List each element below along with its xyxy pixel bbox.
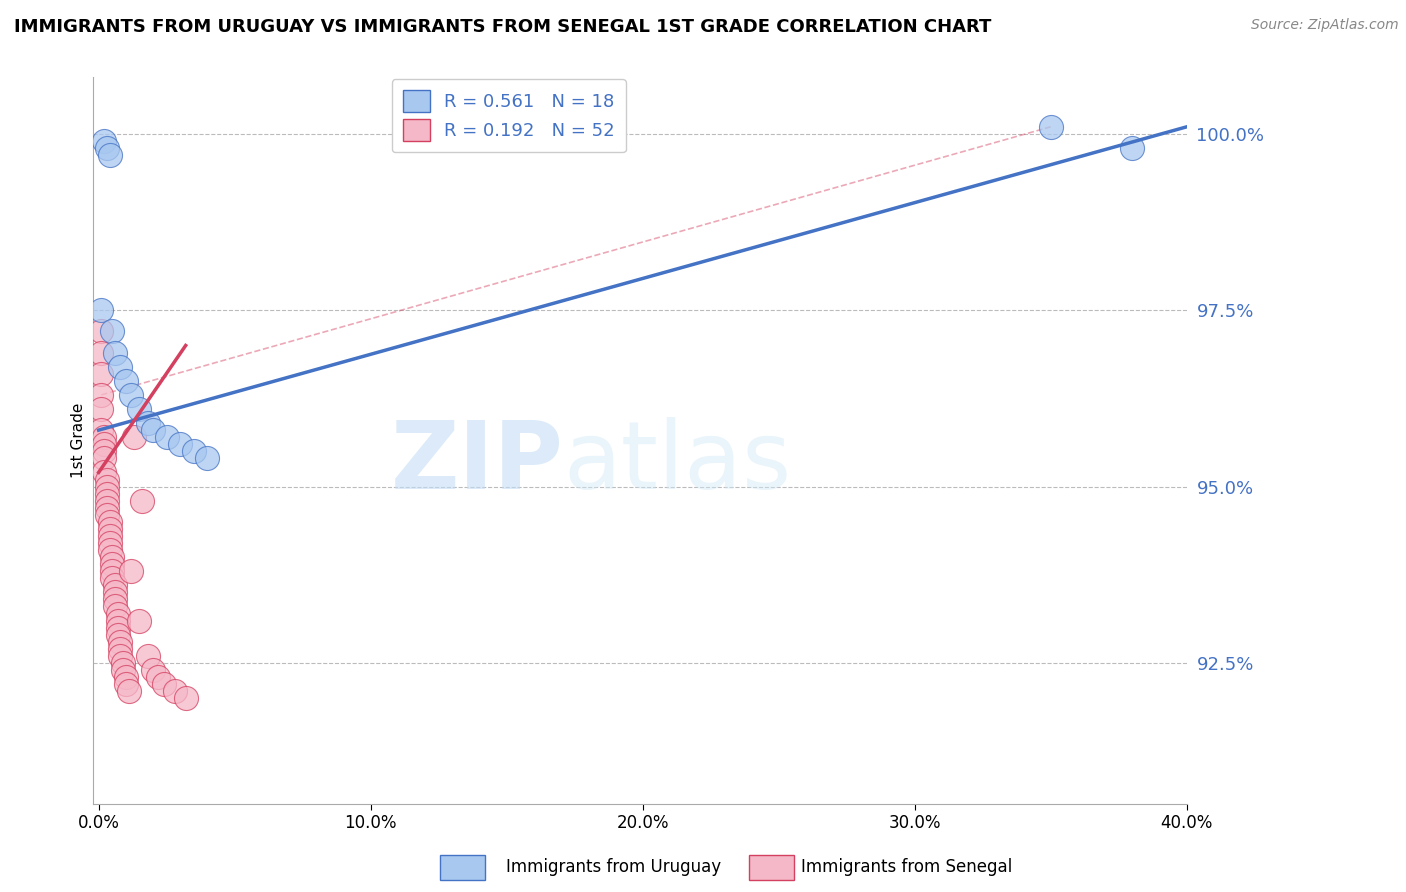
Point: [96, 473, 118, 487]
Point: [90, 388, 112, 402]
Point: [128, 614, 150, 628]
Point: [90, 345, 112, 359]
Point: [112, 656, 135, 670]
Point: [197, 451, 219, 466]
Point: [1039, 120, 1062, 134]
Point: [101, 571, 124, 585]
Point: [101, 324, 124, 338]
Text: IMMIGRANTS FROM URUGUAY VS IMMIGRANTS FROM SENEGAL 1ST GRADE CORRELATION CHART: IMMIGRANTS FROM URUGUAY VS IMMIGRANTS FR…: [14, 18, 991, 36]
Point: [98, 522, 121, 536]
Point: [128, 401, 150, 416]
Point: [114, 670, 136, 684]
Point: [98, 148, 121, 162]
Point: [120, 388, 142, 402]
Point: [104, 585, 127, 599]
Point: [183, 444, 205, 458]
Text: Source: ZipAtlas.com: Source: ZipAtlas.com: [1251, 18, 1399, 32]
Point: [90, 367, 112, 381]
Point: [90, 401, 112, 416]
Point: [96, 493, 118, 508]
Text: Immigrants from Uruguay: Immigrants from Uruguay: [506, 858, 721, 876]
Point: [104, 592, 127, 607]
Point: [98, 515, 121, 529]
Point: [93, 437, 115, 451]
Point: [96, 141, 118, 155]
Point: [174, 691, 197, 706]
Point: [93, 430, 115, 444]
Point: [148, 670, 170, 684]
Point: [98, 536, 121, 550]
Point: [114, 374, 136, 388]
Point: [93, 444, 115, 458]
Point: [107, 614, 129, 628]
Point: [110, 634, 132, 648]
Point: [96, 479, 118, 493]
Point: [93, 451, 115, 466]
Text: ZIP: ZIP: [391, 417, 564, 508]
Point: [136, 648, 159, 663]
Point: [104, 578, 127, 592]
Point: [153, 677, 176, 691]
Point: [107, 621, 129, 635]
Point: [142, 423, 165, 437]
Point: [96, 500, 118, 515]
Point: [101, 564, 124, 578]
Point: [96, 508, 118, 522]
Point: [107, 628, 129, 642]
Point: [93, 466, 115, 480]
Legend: R = 0.561   N = 18, R = 0.192   N = 52: R = 0.561 N = 18, R = 0.192 N = 52: [392, 79, 626, 153]
Point: [1121, 141, 1143, 155]
Point: [156, 430, 179, 444]
Point: [96, 486, 118, 500]
Point: [104, 599, 127, 614]
Text: Immigrants from Senegal: Immigrants from Senegal: [801, 858, 1012, 876]
Point: [114, 677, 136, 691]
Point: [110, 359, 132, 374]
Point: [142, 663, 165, 677]
Point: [136, 416, 159, 430]
Point: [98, 529, 121, 543]
Point: [169, 437, 191, 451]
Point: [93, 134, 115, 148]
Point: [98, 543, 121, 558]
Point: [90, 324, 112, 338]
Point: [122, 430, 145, 444]
Point: [104, 345, 127, 359]
Point: [163, 684, 186, 698]
Point: [120, 564, 142, 578]
Point: [110, 641, 132, 656]
Point: [107, 607, 129, 621]
Point: [131, 493, 153, 508]
Point: [101, 550, 124, 565]
Text: atlas: atlas: [564, 417, 792, 508]
Point: [90, 303, 112, 318]
Point: [117, 684, 139, 698]
Point: [110, 648, 132, 663]
Point: [112, 663, 135, 677]
Point: [90, 423, 112, 437]
Point: [101, 557, 124, 571]
Y-axis label: 1st Grade: 1st Grade: [72, 403, 86, 478]
